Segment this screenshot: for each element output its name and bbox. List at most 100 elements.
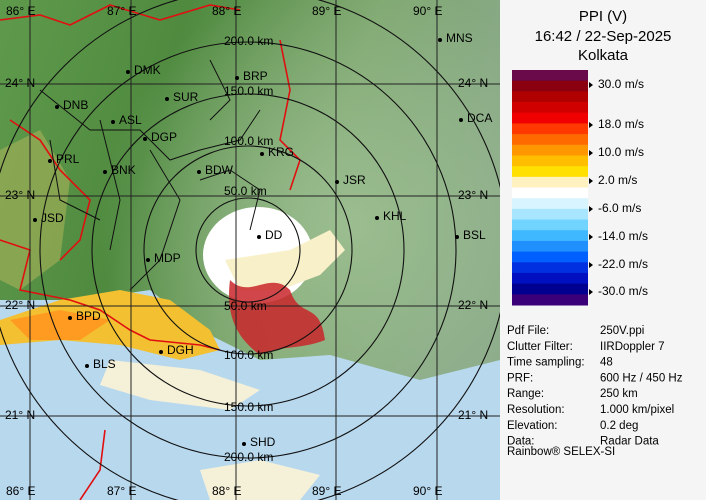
latitude-label: 21° N [5,408,35,422]
city-dot [85,364,89,368]
range-label: 50.0 km [224,299,267,313]
city-label: DGH [167,343,194,357]
range-label: 200.0 km [224,34,273,48]
city-label: MNS [446,31,473,45]
scale-swatch [512,166,588,178]
scale-tick [589,150,593,156]
longitude-label: 88° E [212,4,241,18]
latitude-label: 22° N [458,298,488,312]
info-value: Radar Data [600,436,659,448]
city-dot [48,159,52,163]
scale-swatch [512,198,588,210]
scale-swatch [512,112,588,124]
highland [0,130,70,290]
city-dot [165,97,169,101]
scale-label: -6.0 m/s [598,201,641,215]
info-value: 48 [600,357,613,369]
info-value: 1.000 km/pixel [600,404,674,416]
scale-swatch [512,187,588,199]
city-dot [242,442,246,446]
city-label: KHL [383,209,407,223]
city-dot [111,120,115,124]
scale-swatch [512,230,588,242]
info-key: PRF: [507,372,533,384]
latitude-label: 23° N [458,188,488,202]
district-borders [39,59,261,291]
range-ring [195,197,301,303]
footer: Rainbow® SELEX-SI [507,446,615,458]
info-key: Elevation: [507,420,558,432]
info-value: IIRDoppler 7 [600,341,665,353]
scale-tick [589,122,593,128]
city-dot [103,170,107,174]
scale-swatch [512,144,588,156]
range-label: 100.0 km [224,348,273,362]
range-label: 50.0 km [224,184,267,198]
city-label: SUR [173,90,199,104]
city-dot [55,105,59,109]
info-key: Resolution: [507,404,565,416]
city-dot [126,70,130,74]
scale-tick [589,289,593,295]
city-dot [197,170,201,174]
city-dot [159,350,163,354]
state-borders [0,4,301,500]
longitude-label: 89° E [312,484,341,498]
info-value: 0.2 deg [600,420,638,432]
range-ring [91,93,405,407]
range-ring [39,41,457,459]
scale-swatch [512,262,588,274]
range-ring [143,145,353,355]
city-dot [146,258,150,262]
scale-swatch [512,219,588,231]
city-label: DCA [467,111,492,125]
city-label: BRP [243,69,268,83]
range-label: 150.0 km [224,84,273,98]
city-label: MDP [154,251,181,265]
info-key: Range: [507,388,544,400]
scale-swatch [512,102,588,114]
info-key: Clutter Filter: [507,341,573,353]
info-value: 600 Hz / 450 Hz [600,372,683,384]
city-label: BNK [111,163,136,177]
latitude-label: 24° N [458,76,488,90]
scale-swatch [512,240,588,253]
scale-swatch [512,272,588,285]
scale-label: -30.0 m/s [598,284,648,298]
map: 86° E 87° E 88° E 89° E 90° E 86° E 87° E 88° E… [0,0,500,500]
longitude-label: 89° E [312,4,341,18]
info-key: Data: [507,436,535,448]
city-dot [257,235,261,239]
scale-swatch [512,251,588,263]
city-label: DNB [63,98,88,112]
city-label: BPD [76,309,101,323]
city-label: JSR [343,173,366,187]
city-dot [68,316,72,320]
color-scale: 30.0 m/s 18.0 m/s 10.0 m/s 2.0 m/s -6.0 m/s -… [512,70,648,306]
scale-swatch [512,80,588,92]
range-label: 150.0 km [224,400,273,414]
city-label: BDW [205,163,234,177]
scale-tick [589,82,593,88]
latitude-label: 21° N [458,408,488,422]
map-labels: 86° E 87° E 88° E 89° E 90° E 86° E 87° E 88° E… [5,4,492,498]
scale-swatch [512,176,588,188]
scale-swatch [512,155,588,167]
info-key: Pdf File: [507,325,549,337]
range-rings [0,0,500,500]
city-dot [235,76,239,80]
echo-orange [10,310,110,340]
timestamp: 16:42 / 22-Sep-2025 [535,28,672,45]
range-label: 200.0 km [224,450,273,464]
lat-lon-grid [0,0,500,500]
city-label: KRG [268,145,294,159]
city-dot [438,38,442,42]
city-dot [335,180,339,184]
scale-swatch [512,134,588,146]
city-label: BSL [463,228,486,242]
scale-label: -14.0 m/s [598,229,648,243]
scale-label: 18.0 m/s [598,117,644,131]
city-dot [375,216,379,220]
longitude-label: 86° E [6,4,35,18]
